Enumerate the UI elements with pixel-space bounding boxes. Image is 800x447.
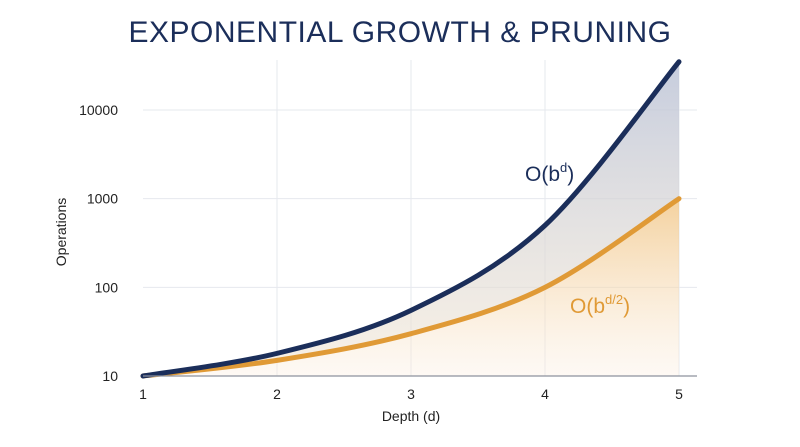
x-tick-label: 3 xyxy=(407,386,415,402)
y-axis-label: Operations xyxy=(53,198,69,266)
y-tick-label: 100 xyxy=(95,279,119,295)
chart-title: EXPONENTIAL GROWTH & PRUNING xyxy=(128,16,672,49)
y-tick-label: 10000 xyxy=(79,102,118,118)
area-between-series xyxy=(143,61,679,376)
x-tick-label: 5 xyxy=(675,386,683,402)
series-line-full xyxy=(140,59,682,379)
area-under-series xyxy=(143,198,679,376)
series-line-sqrt xyxy=(140,196,682,379)
series-label-full: O(bd) xyxy=(525,160,574,186)
axes: 1 2 3 4 5 10 100 1000 10000 Depth (d) Operations xyxy=(53,102,697,424)
labels: O(bd) O(bd/2) xyxy=(525,160,630,318)
series-lines xyxy=(140,59,682,379)
y-tick-label: 1000 xyxy=(87,191,118,207)
y-tick-label: 10 xyxy=(102,368,118,384)
x-tick-label: 2 xyxy=(273,386,281,402)
area-fills xyxy=(143,61,679,376)
x-tick-label: 1 xyxy=(139,386,147,402)
series-label-sqrt: O(bd/2) xyxy=(570,292,630,318)
x-tick-label: 4 xyxy=(541,386,549,402)
x-axis-label: Depth (d) xyxy=(382,408,440,424)
